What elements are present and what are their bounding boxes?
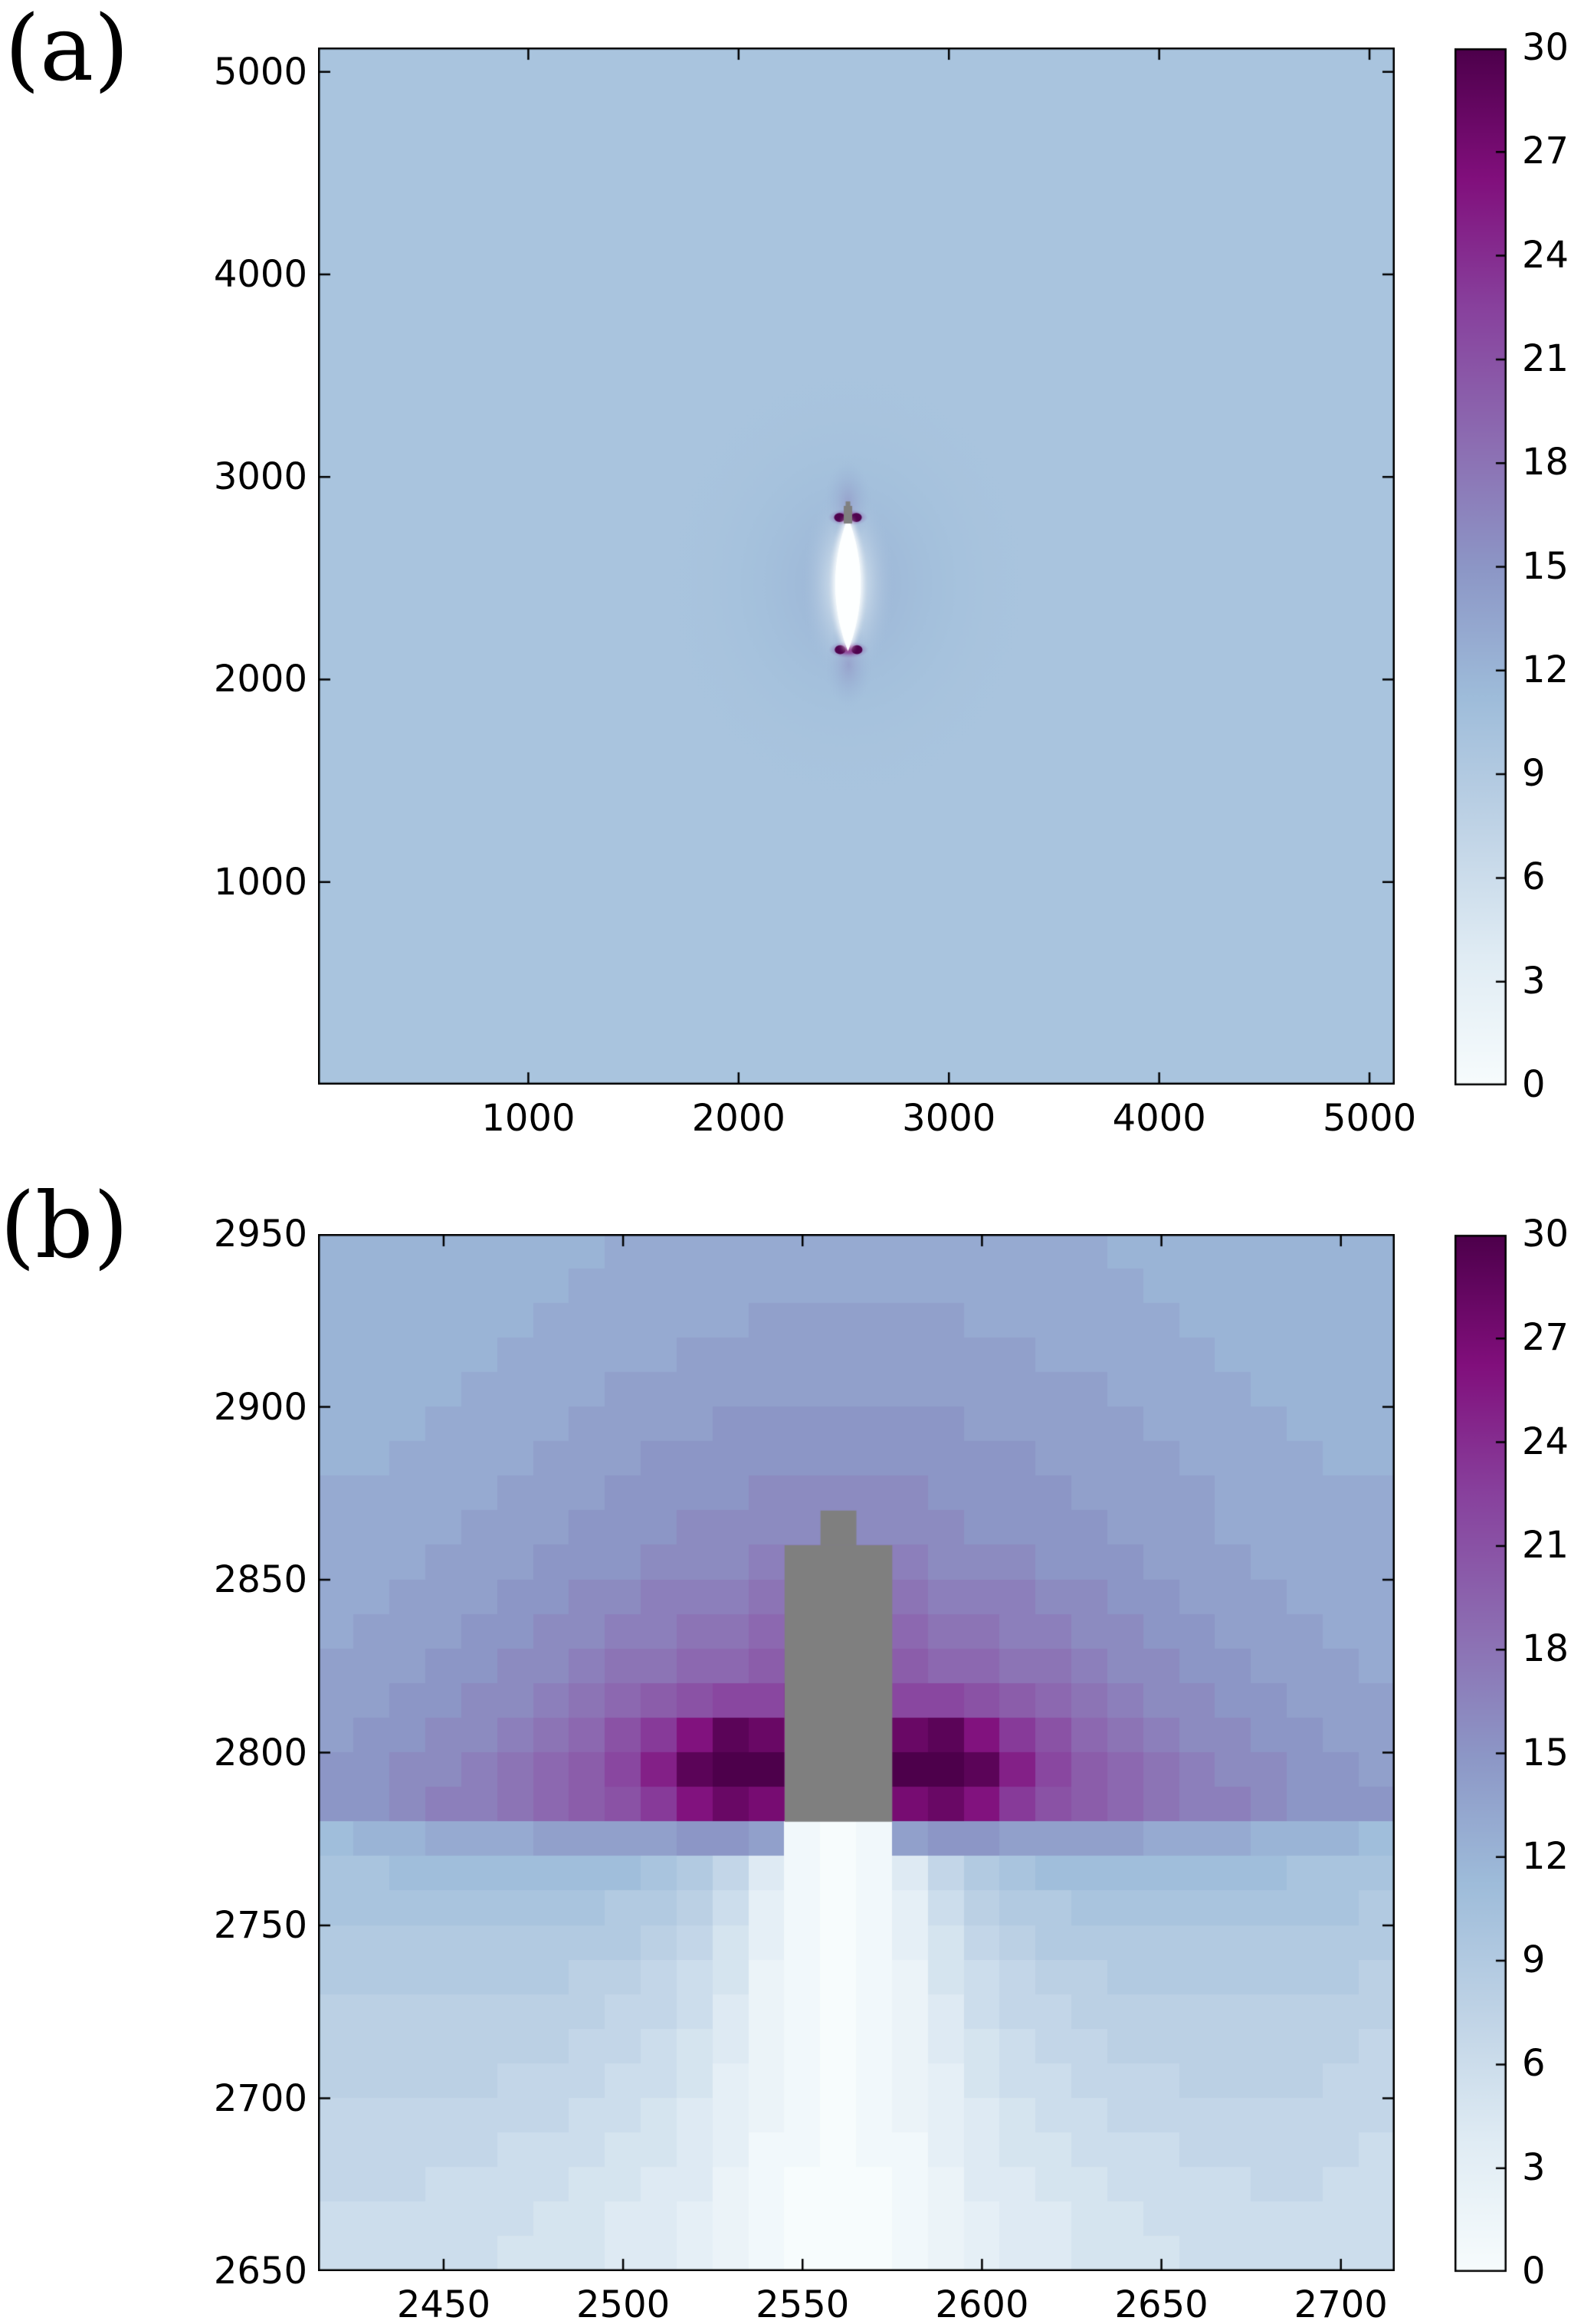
panel-a-colorbar-tick-label: 15 [1522, 544, 1569, 588]
panel-a-x-tick-label: 2000 [691, 1097, 785, 1140]
panel-a-label: (a) [5, 0, 130, 101]
panel-b-colorbar-tick-label: 6 [1522, 2042, 1546, 2086]
panel-b-x-tick-label: 2700 [1294, 2283, 1388, 2324]
panel-a-x-tick-label: 5000 [1322, 1097, 1417, 1140]
panel-a-x-tick-label: 1000 [481, 1097, 576, 1140]
panel-a-x-tick-label: 3000 [902, 1097, 996, 1140]
panel-a-y-tick-label: 1000 [213, 860, 307, 904]
panel-b-colorbar-tick-label: 15 [1522, 1731, 1569, 1774]
panel-a-y-tick-label: 4000 [213, 252, 307, 296]
panel-b-colorbar-tick-label: 9 [1522, 1938, 1546, 1982]
panel-b-y-tick-label: 2950 [213, 1213, 307, 1256]
panel-b-colorbar-tick-label: 24 [1522, 1420, 1569, 1463]
panel-a-colorbar-tick-label: 18 [1522, 441, 1569, 484]
panel-b-colorbar [1454, 1233, 1534, 2274]
panel-b-colorbar-tick-label: 3 [1522, 2145, 1546, 2189]
panel-b-y-tick-label: 2650 [213, 2250, 307, 2293]
panel-a-y-tick-label: 2000 [213, 658, 307, 701]
panel-a-colorbar-tick-label: 0 [1522, 1063, 1546, 1106]
panel-b-colorbar-tick-label: 21 [1522, 1523, 1569, 1567]
panel-a-y-tick-label: 3000 [213, 455, 307, 499]
panel-b-colorbar-tick-label: 30 [1522, 1213, 1569, 1256]
panel-a-colorbar-tick-label: 12 [1522, 648, 1569, 691]
panel-b-colorbar-tick-label: 0 [1522, 2250, 1546, 2293]
panel-a-colorbar [1454, 46, 1534, 1088]
panel-b-y-tick-label: 2750 [213, 1904, 307, 1947]
panel-b-y-tick-label: 2800 [213, 1731, 307, 1774]
panel-b-label: (b) [0, 1173, 129, 1279]
panel-b-x-tick-label: 2650 [1114, 2283, 1208, 2324]
panel-a-colorbar-tick-label: 27 [1522, 130, 1569, 173]
panel-b-y-tick-label: 2700 [213, 2076, 307, 2120]
panel-a-y-tick-label: 5000 [213, 50, 307, 94]
panel-b-colorbar-tick-label: 27 [1522, 1316, 1569, 1360]
panel-b-x-tick-label: 2550 [756, 2283, 850, 2324]
panel-a-x-tick-label: 4000 [1112, 1097, 1206, 1140]
panel-b-heatmap [318, 1234, 1395, 2271]
panel-a-heatmap [318, 48, 1395, 1085]
panel-a-colorbar-tick-label: 9 [1522, 752, 1546, 796]
panel-a-colorbar-tick-label: 3 [1522, 959, 1546, 1003]
panel-a-colorbar-tick-label: 24 [1522, 233, 1569, 277]
panel-b-x-tick-label: 2500 [576, 2283, 671, 2324]
panel-b-x-tick-label: 2450 [396, 2283, 490, 2324]
panel-a-colorbar-tick-label: 6 [1522, 855, 1546, 899]
panel-b-colorbar-tick-label: 12 [1522, 1834, 1569, 1878]
panel-b-y-tick-label: 2900 [213, 1385, 307, 1429]
panel-b-colorbar-tick-label: 18 [1522, 1627, 1569, 1671]
panel-a-colorbar-tick-label: 30 [1522, 26, 1569, 69]
panel-a-colorbar-tick-label: 21 [1522, 336, 1569, 380]
panel-b-y-tick-label: 2850 [213, 1558, 307, 1601]
panel-b-x-tick-label: 2600 [935, 2283, 1029, 2324]
